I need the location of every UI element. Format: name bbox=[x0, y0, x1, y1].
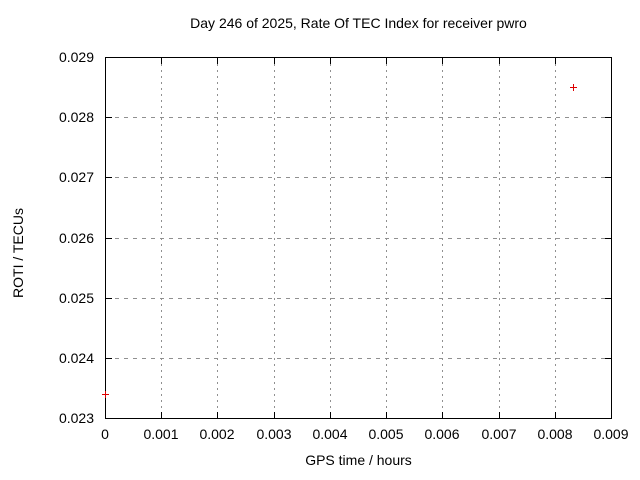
marker-vbar bbox=[573, 84, 574, 91]
v-gridline bbox=[555, 58, 556, 417]
x-tick-mark-top bbox=[611, 58, 612, 64]
x-tick-mark-bottom bbox=[499, 412, 500, 418]
x-tick-label: 0.003 bbox=[256, 426, 292, 442]
x-tick-label: 0.009 bbox=[593, 426, 629, 442]
x-tick-label: 0.008 bbox=[537, 426, 573, 442]
v-gridline bbox=[274, 58, 275, 417]
x-tick-mark-bottom bbox=[161, 412, 162, 418]
v-gridline bbox=[217, 58, 218, 417]
x-tick-label: 0.004 bbox=[312, 426, 348, 442]
v-gridline bbox=[386, 58, 387, 417]
y-tick-mark-right bbox=[605, 177, 611, 178]
x-tick-mark-bottom bbox=[611, 412, 612, 418]
y-tick-mark-right bbox=[605, 117, 611, 118]
x-tick-label: 0.002 bbox=[199, 426, 235, 442]
data-point-marker bbox=[570, 84, 577, 91]
x-tick-label: 0 bbox=[101, 426, 109, 442]
y-tick-mark-left bbox=[106, 57, 112, 58]
x-tick-mark-top bbox=[386, 58, 387, 64]
h-gridline bbox=[106, 117, 610, 118]
y-tick-mark-right bbox=[605, 418, 611, 419]
x-tick-label: 0.001 bbox=[143, 426, 179, 442]
marker-vbar bbox=[105, 391, 106, 398]
h-gridline bbox=[106, 238, 610, 239]
x-tick-label: 0.006 bbox=[424, 426, 460, 442]
v-gridline bbox=[330, 58, 331, 417]
y-tick-mark-left bbox=[106, 298, 112, 299]
y-tick-mark-left bbox=[106, 418, 112, 419]
x-axis-label: GPS time / hours bbox=[305, 452, 412, 468]
h-gridline bbox=[106, 358, 610, 359]
x-tick-label: 0.007 bbox=[481, 426, 517, 442]
x-tick-mark-top bbox=[161, 58, 162, 64]
y-tick-mark-left bbox=[106, 177, 112, 178]
v-gridline bbox=[499, 58, 500, 417]
y-tick-label: 0.029 bbox=[58, 49, 94, 65]
y-tick-mark-right bbox=[605, 57, 611, 58]
x-tick-label: 0.005 bbox=[368, 426, 404, 442]
x-tick-mark-top bbox=[442, 58, 443, 64]
x-tick-mark-bottom bbox=[274, 412, 275, 418]
h-gridline bbox=[106, 177, 610, 178]
y-tick-label: 0.023 bbox=[58, 410, 94, 426]
x-tick-mark-top bbox=[217, 58, 218, 64]
y-tick-mark-right bbox=[605, 238, 611, 239]
y-tick-mark-left bbox=[106, 117, 112, 118]
x-tick-mark-top bbox=[555, 58, 556, 64]
x-tick-mark-top bbox=[105, 58, 106, 64]
y-tick-mark-left bbox=[106, 358, 112, 359]
v-gridline bbox=[442, 58, 443, 417]
y-tick-mark-right bbox=[605, 298, 611, 299]
y-tick-label: 0.024 bbox=[58, 350, 94, 366]
x-tick-mark-bottom bbox=[442, 412, 443, 418]
y-tick-mark-left bbox=[106, 238, 112, 239]
y-tick-label: 0.026 bbox=[58, 230, 94, 246]
x-tick-mark-top bbox=[499, 58, 500, 64]
x-tick-mark-bottom bbox=[330, 412, 331, 418]
x-tick-mark-bottom bbox=[555, 412, 556, 418]
y-tick-label: 0.028 bbox=[58, 109, 94, 125]
x-tick-mark-top bbox=[330, 58, 331, 64]
y-axis-label: ROTI / TECUs bbox=[10, 208, 26, 298]
h-gridline bbox=[106, 298, 610, 299]
data-point-marker bbox=[102, 391, 109, 398]
x-tick-mark-bottom bbox=[217, 412, 218, 418]
x-tick-mark-bottom bbox=[105, 412, 106, 418]
v-gridline bbox=[161, 58, 162, 417]
x-tick-mark-top bbox=[274, 58, 275, 64]
y-tick-label: 0.027 bbox=[58, 169, 94, 185]
y-tick-label: 0.025 bbox=[58, 290, 94, 306]
y-tick-mark-right bbox=[605, 358, 611, 359]
x-tick-mark-bottom bbox=[386, 412, 387, 418]
chart-title: Day 246 of 2025, Rate Of TEC Index for r… bbox=[190, 15, 527, 31]
